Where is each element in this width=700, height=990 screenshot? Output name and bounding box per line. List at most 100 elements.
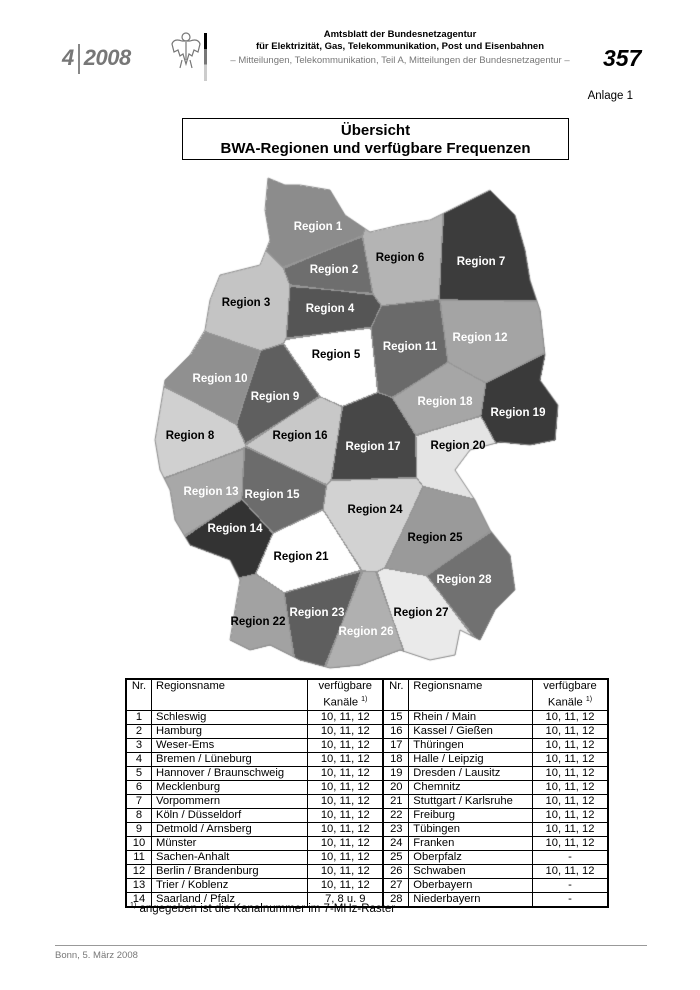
table-row: 14 Saarland / Pfalz 7, 8 u. 9 28 Niederbayer… bbox=[125, 891, 609, 908]
available-channels: 10, 11, 12 bbox=[532, 751, 609, 767]
region-frequency-table: Nr. Regionsname verfügbare Kanäle 1) Nr. … bbox=[125, 678, 609, 908]
region-name: Kassel / Gießen bbox=[408, 723, 533, 739]
region-label: Region 5 bbox=[311, 349, 361, 361]
region-number: 21 bbox=[382, 793, 410, 809]
available-channels: 10, 11, 12 bbox=[307, 779, 385, 795]
col-header-channels-l1: verfügbare bbox=[318, 680, 373, 692]
region-label: Region 28 bbox=[436, 574, 492, 586]
region-name: Schleswig bbox=[150, 709, 309, 725]
region-name: Detmold / Arnsberg bbox=[150, 821, 309, 837]
region-label: Region 2 bbox=[309, 264, 359, 276]
region-name: Oberbayern bbox=[408, 877, 533, 893]
region-label: Region 17 bbox=[345, 441, 401, 453]
col-header-nr-2: Nr. bbox=[382, 678, 410, 711]
region-name: Vorpommern bbox=[150, 793, 309, 809]
available-channels: 10, 11, 12 bbox=[307, 709, 385, 725]
region-number: 17 bbox=[382, 737, 410, 753]
table-row: 5 Hannover / Braunschweig 10, 11, 12 19 Dres… bbox=[125, 765, 609, 781]
region-label: Region 18 bbox=[417, 396, 473, 408]
table-row: 13 Trier / Koblenz 10, 11, 12 27 Oberbayern - bbox=[125, 877, 609, 893]
region-label: Region 9 bbox=[250, 391, 300, 403]
publication-header: Amtsblatt der Bundesnetzagentur für Elek… bbox=[215, 29, 585, 67]
region-name: Dresden / Lausitz bbox=[408, 765, 533, 781]
title-line1: Übersicht bbox=[340, 122, 411, 139]
available-channels: - bbox=[532, 891, 609, 908]
table-row: 1 Schleswig 10, 11, 12 15 Rhein / Main 10, 11… bbox=[125, 709, 609, 725]
available-channels: 10, 11, 12 bbox=[307, 863, 385, 879]
region-number: 28 bbox=[382, 891, 410, 908]
region-label: Region 8 bbox=[165, 430, 215, 442]
region-name: Chemnitz bbox=[408, 779, 533, 795]
region-label: Region 4 bbox=[305, 303, 355, 315]
region-map-canvas bbox=[150, 170, 570, 680]
col-header-channels-l2: Kanäle bbox=[323, 696, 359, 709]
region-number: 15 bbox=[382, 709, 410, 725]
region-number: 8 bbox=[125, 807, 152, 823]
region-number: 20 bbox=[382, 779, 410, 795]
table-row: 2 Hamburg 10, 11, 12 16 Kassel / Gießen 10, 1… bbox=[125, 723, 609, 739]
available-channels: 10, 11, 12 bbox=[307, 737, 385, 753]
available-channels: 10, 11, 12 bbox=[307, 751, 385, 767]
available-channels: 10, 11, 12 bbox=[532, 821, 609, 837]
region-number: 1 bbox=[125, 709, 152, 725]
region-label: Region 21 bbox=[273, 551, 329, 563]
region-name: Hannover / Braunschweig bbox=[150, 765, 309, 781]
region-number: 11 bbox=[125, 849, 152, 865]
region-number: 7 bbox=[125, 793, 152, 809]
region-label: Region 27 bbox=[393, 607, 449, 619]
germany-region-map: Region 1 Region 2 Region 3 Region 4 Region 5… bbox=[150, 170, 570, 680]
region-label: Region 22 bbox=[230, 616, 286, 628]
region-name: Mecklenburg bbox=[150, 779, 309, 795]
available-channels: 10, 11, 12 bbox=[307, 877, 385, 893]
issue-divider bbox=[77, 44, 80, 74]
region-label: Region 26 bbox=[338, 626, 394, 638]
header-color-bar bbox=[204, 33, 207, 81]
federal-eagle-icon bbox=[171, 32, 201, 69]
region-number: 13 bbox=[125, 877, 152, 893]
region-label: Region 23 bbox=[289, 607, 345, 619]
available-channels: 10, 11, 12 bbox=[532, 779, 609, 795]
region-label: Region 24 bbox=[347, 504, 403, 516]
region-name: Oberpfalz bbox=[408, 849, 533, 865]
col-header-channels-l2: Kanäle bbox=[547, 696, 583, 709]
region-number: 19 bbox=[382, 765, 410, 781]
region-number: 6 bbox=[125, 779, 152, 795]
available-channels: - bbox=[532, 849, 609, 865]
footnote-mark: 1) bbox=[585, 696, 593, 703]
region-name: Halle / Leipzig bbox=[408, 751, 533, 767]
available-channels: 10, 11, 12 bbox=[532, 765, 609, 781]
region-number: 10 bbox=[125, 835, 152, 851]
region-name: Stuttgart / Karlsruhe bbox=[408, 793, 533, 809]
title-line2: BWA-Regionen und verfügbare Frequenzen bbox=[220, 140, 531, 157]
region-number: 18 bbox=[382, 751, 410, 767]
region-name: Münster bbox=[150, 835, 309, 851]
region-name: Trier / Koblenz bbox=[150, 877, 309, 893]
region-label: Region 7 bbox=[456, 256, 506, 268]
region-label: Region 25 bbox=[407, 532, 463, 544]
available-channels: 10, 11, 12 bbox=[532, 723, 609, 739]
footnote-mark: 1) bbox=[130, 902, 137, 909]
region-label: Region 6 bbox=[375, 252, 425, 264]
col-header-nr: Nr. bbox=[125, 678, 152, 711]
available-channels: 10, 11, 12 bbox=[307, 821, 385, 837]
region-label: Region 1 bbox=[293, 221, 343, 233]
issue-number: 4 2008 bbox=[62, 44, 131, 74]
region-name: Thüringen bbox=[408, 737, 533, 753]
table-row: 3 Weser-Ems 10, 11, 12 17 Thüringen 10, 11, 1… bbox=[125, 737, 609, 753]
region-label: Region 12 bbox=[452, 332, 508, 344]
region-label: Region 3 bbox=[221, 297, 271, 309]
region-number: 16 bbox=[382, 723, 410, 739]
title-box: Übersicht BWA-Regionen und verfügbare Fr… bbox=[182, 118, 569, 160]
table-row: 12 Berlin / Brandenburg 10, 11, 12 26 Schwab… bbox=[125, 863, 609, 879]
region-name: Hamburg bbox=[150, 723, 309, 739]
available-channels: 10, 11, 12 bbox=[532, 709, 609, 725]
region-number: 24 bbox=[382, 835, 410, 851]
footer-place-date: Bonn, 5. März 2008 bbox=[55, 950, 138, 961]
available-channels: 10, 11, 12 bbox=[532, 863, 609, 879]
available-channels: 10, 11, 12 bbox=[532, 793, 609, 809]
region-name: Niederbayern bbox=[408, 891, 533, 908]
footnote-mark: 1) bbox=[361, 696, 368, 703]
region-number: 25 bbox=[382, 849, 410, 865]
region-name: Sachen-Anhalt bbox=[150, 849, 309, 865]
available-channels: 10, 11, 12 bbox=[532, 737, 609, 753]
